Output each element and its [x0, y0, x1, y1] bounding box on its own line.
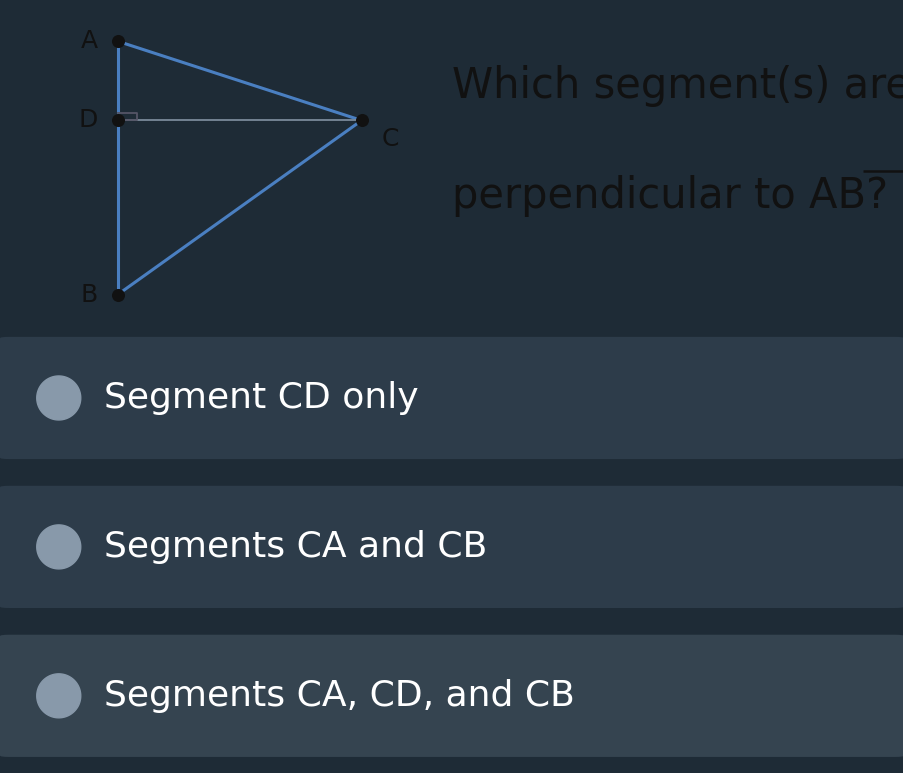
Text: Which segment(s) are: Which segment(s) are: [452, 65, 903, 107]
Polygon shape: [37, 525, 80, 569]
Polygon shape: [37, 674, 80, 718]
Point: [354, 114, 368, 127]
Text: Segments CA, CD, and CB: Segments CA, CD, and CB: [104, 679, 574, 713]
Point: [110, 288, 125, 301]
Text: B: B: [80, 283, 98, 307]
Text: A: A: [80, 29, 98, 53]
FancyBboxPatch shape: [0, 635, 903, 757]
Text: Segment CD only: Segment CD only: [104, 381, 418, 415]
Point: [110, 35, 125, 47]
Polygon shape: [37, 376, 80, 420]
FancyBboxPatch shape: [0, 485, 903, 608]
Text: perpendicular to AB?: perpendicular to AB?: [452, 175, 887, 217]
Text: D: D: [79, 108, 98, 132]
Point: [110, 114, 125, 127]
Text: C: C: [381, 127, 398, 151]
FancyBboxPatch shape: [0, 337, 903, 459]
Text: Segments CA and CB: Segments CA and CB: [104, 530, 487, 564]
